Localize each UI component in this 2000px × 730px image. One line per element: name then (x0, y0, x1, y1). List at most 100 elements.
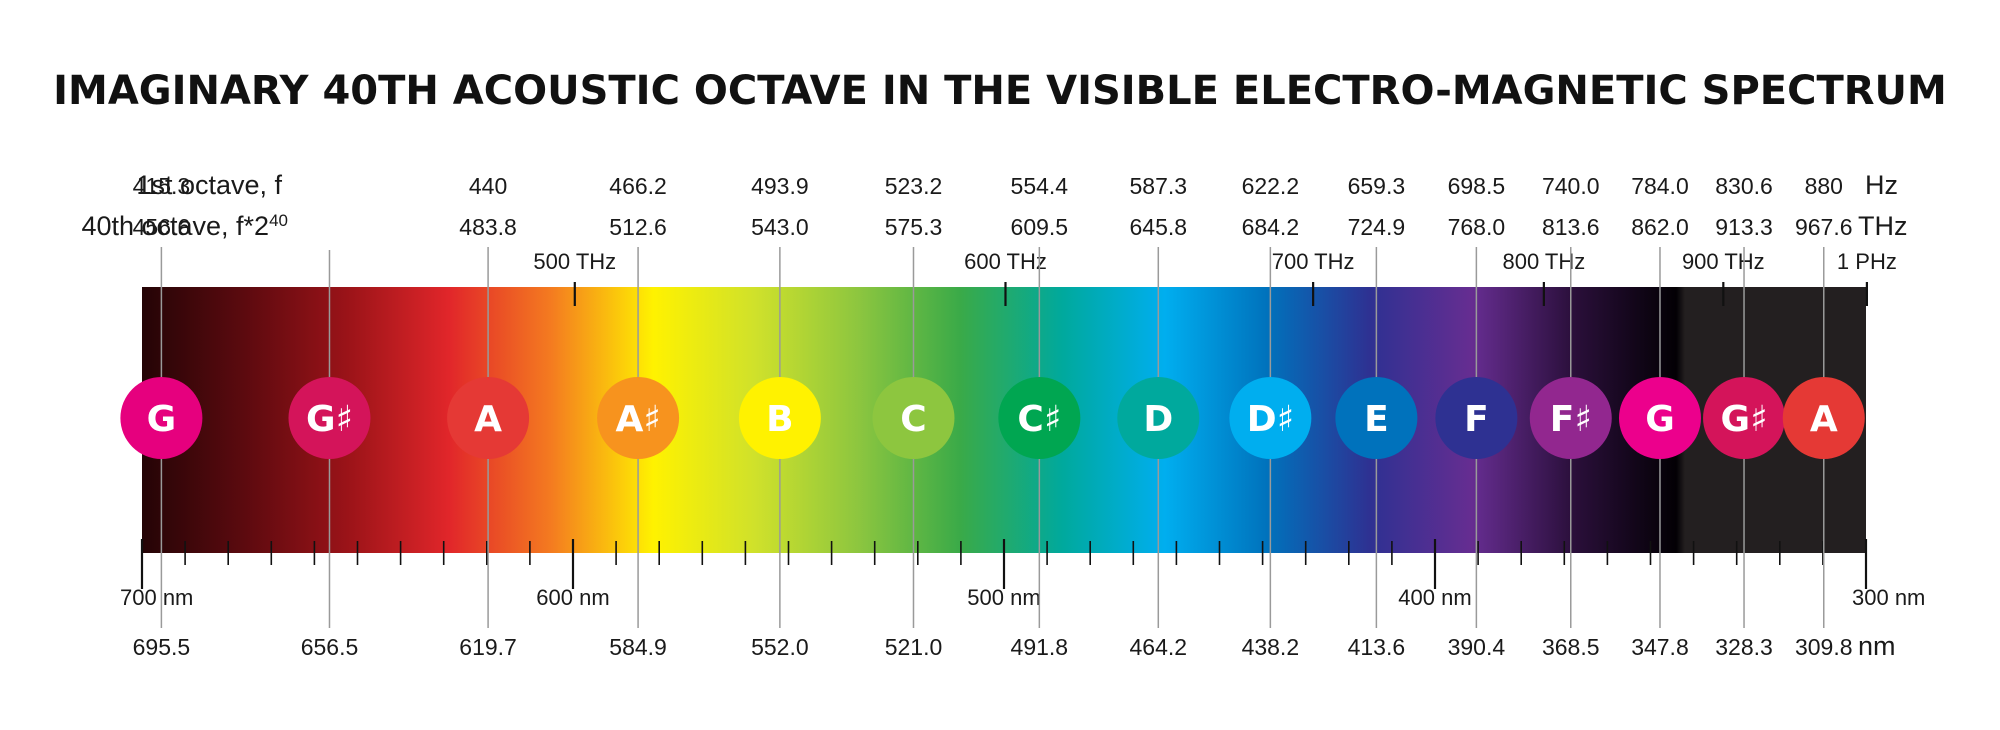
note-column: A 440 483.8 619.7 (447, 173, 530, 660)
thz-unit-label: THz (1858, 211, 1908, 241)
note-circle (738, 377, 821, 459)
note-markers: G 415.3 456.6 695.5 G♯ 656.5 A 440 483.8 619.7 A♯ 4… (120, 173, 1865, 660)
first-octave-hz-value: 740.0 (1542, 173, 1600, 199)
fortieth-octave-thz-value: 724.9 (1348, 214, 1406, 240)
note-name: B (766, 399, 793, 440)
note-wavelength-value: 368.5 (1542, 634, 1600, 660)
frequency-tick-label: 900 THz (1682, 249, 1765, 274)
note-wavelength-value: 619.7 (459, 634, 517, 660)
note-column: E 659.3 724.9 413.6 (1335, 173, 1418, 660)
note-name: E (1364, 399, 1389, 440)
frequency-tick-label: 1 PHz (1837, 249, 1897, 274)
note-column: G♯ 656.5 (288, 250, 371, 660)
note-name: A (1810, 399, 1838, 440)
note-column: C♯ 554.4 609.5 491.8 (998, 173, 1081, 660)
first-octave-hz-value: 830.6 (1715, 173, 1773, 199)
frequency-tick-label: 600 THz (964, 249, 1047, 274)
note-wavelength-value: 438.2 (1242, 634, 1300, 660)
wavelength-tick-label: 700 nm (120, 585, 193, 610)
note-circle (1703, 377, 1786, 459)
note-column: G 415.3 456.6 695.5 (120, 173, 203, 660)
first-octave-hz-value: 659.3 (1348, 173, 1406, 199)
first-octave-hz-value: 466.2 (609, 173, 667, 199)
fortieth-octave-thz-value: 483.8 (459, 214, 517, 240)
wavelength-axis: 700 nm 600 nm 500 nm 400 nm 300 nm (120, 539, 1925, 610)
note-name: G♯ (1721, 399, 1768, 440)
note-name: D (1143, 399, 1173, 440)
fortieth-octave-label-text: 40th octave, f*2 (81, 211, 269, 241)
fortieth-octave-exponent: 40 (269, 211, 288, 230)
note-circle (447, 377, 530, 459)
note-circle (1435, 377, 1518, 459)
wavelength-tick-label: 400 nm (1398, 585, 1471, 610)
fortieth-octave-thz-value: 913.3 (1715, 214, 1773, 240)
note-circle (288, 377, 371, 459)
note-wavelength-value: 413.6 (1348, 634, 1406, 660)
fortieth-octave-thz-value: 813.6 (1542, 214, 1600, 240)
wavelength-tick-label: 300 nm (1852, 585, 1925, 610)
note-column: G♯ 830.6 913.3 328.3 (1703, 173, 1786, 660)
note-name: A (474, 399, 502, 440)
note-circle (1782, 377, 1865, 459)
first-octave-hz-value: 587.3 (1130, 173, 1188, 199)
frequency-tick-label: 800 THz (1502, 249, 1585, 274)
note-wavelength-value: 328.3 (1715, 634, 1773, 660)
note-name: A♯ (615, 399, 660, 440)
fortieth-octave-thz-value: 512.6 (609, 214, 667, 240)
note-name: G♯ (306, 399, 353, 440)
note-column: D 587.3 645.8 464.2 (1117, 173, 1200, 660)
fortieth-octave-thz-value: 456.6 (133, 214, 191, 240)
fortieth-octave-thz-value: 967.6 (1795, 214, 1853, 240)
wavelength-tick-label: 600 nm (536, 585, 609, 610)
first-octave-hz-value: 622.2 (1242, 173, 1300, 199)
note-wavelength-value: 309.8 (1795, 634, 1853, 660)
note-circle (872, 377, 955, 459)
note-name: C (900, 399, 926, 440)
note-wavelength-value: 656.5 (301, 634, 359, 660)
note-wavelength-value: 521.0 (885, 634, 943, 660)
first-octave-hz-value: 440 (469, 173, 507, 199)
frequency-tick-label: 500 THz (533, 249, 616, 274)
frequency-axis: 500 THz 600 THz 700 THz 800 THz 900 THz 1 PHz (533, 249, 1897, 306)
note-name: C♯ (1017, 399, 1061, 440)
note-name: G (1645, 399, 1675, 440)
fortieth-octave-thz-value: 768.0 (1448, 214, 1506, 240)
note-name: F (1464, 399, 1489, 440)
note-column: B 493.9 543.0 552.0 (738, 173, 821, 660)
note-wavelength-value: 464.2 (1130, 634, 1188, 660)
note-column: D♯ 622.2 684.2 438.2 (1229, 173, 1312, 660)
note-wavelength-value: 491.8 (1011, 634, 1069, 660)
note-wavelength-value: 584.9 (609, 634, 667, 660)
fortieth-octave-thz-value: 609.5 (1011, 214, 1069, 240)
note-circle (597, 377, 680, 459)
fortieth-octave-thz-value: 543.0 (751, 214, 809, 240)
note-column: G 784.0 862.0 347.8 (1618, 173, 1701, 660)
note-circle (998, 377, 1081, 459)
note-circle (1229, 377, 1312, 459)
first-octave-label: 1st octave, f (136, 170, 282, 200)
note-circle (120, 377, 203, 459)
note-name: D♯ (1247, 399, 1294, 440)
fortieth-octave-label: 40th octave, f*240 (81, 211, 288, 241)
first-octave-hz-value: 493.9 (751, 173, 809, 199)
first-octave-hz-value: 415.3 (133, 173, 191, 199)
note-column: F 698.5 768.0 390.4 (1435, 173, 1518, 660)
page-title: IMAGINARY 40TH ACOUSTIC OCTAVE IN THE VI… (53, 68, 1947, 114)
note-circle (1529, 377, 1612, 459)
hz-unit-label: Hz (1865, 170, 1898, 200)
note-wavelength-value: 390.4 (1448, 634, 1506, 660)
first-octave-hz-value: 554.4 (1011, 173, 1069, 199)
fortieth-octave-thz-value: 575.3 (885, 214, 943, 240)
wavelength-tick-label: 500 nm (967, 585, 1040, 610)
note-column: C 523.2 575.3 521.0 (872, 173, 955, 660)
note-circle (1117, 377, 1200, 459)
fortieth-octave-thz-value: 862.0 (1631, 214, 1689, 240)
note-wavelength-value: 347.8 (1631, 634, 1689, 660)
note-wavelength-value: 695.5 (133, 634, 191, 660)
note-circle (1618, 377, 1701, 459)
note-name: F♯ (1550, 399, 1592, 440)
first-octave-hz-value: 523.2 (885, 173, 943, 199)
note-column: F♯ 740.0 813.6 368.5 (1529, 173, 1612, 660)
note-column: A♯ 466.2 512.6 584.9 (597, 173, 680, 660)
frequency-tick-label: 700 THz (1272, 249, 1355, 274)
